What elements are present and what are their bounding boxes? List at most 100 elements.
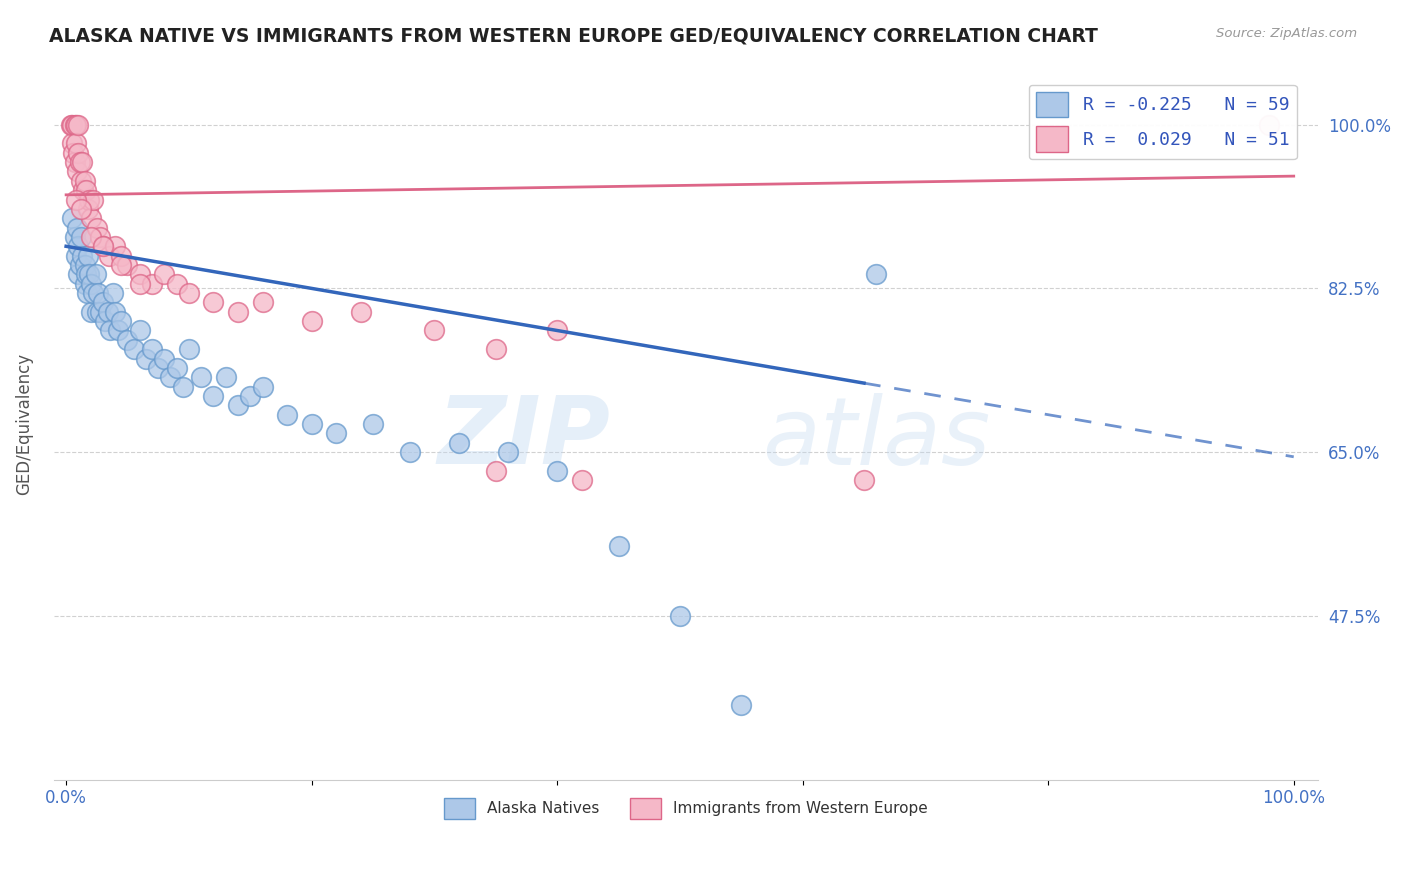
Point — [128, 324, 150, 338]
Point — [84, 268, 107, 282]
Point — [89, 305, 111, 319]
Point — [669, 608, 692, 623]
Point — [97, 305, 120, 319]
Legend: Alaska Natives, Immigrants from Western Europe: Alaska Natives, Immigrants from Western … — [439, 791, 934, 825]
Point — [79, 305, 101, 319]
Point — [166, 277, 188, 291]
Point — [215, 370, 238, 384]
Point — [77, 202, 100, 216]
Y-axis label: GED/Equivalency: GED/Equivalency — [15, 353, 32, 495]
Point — [607, 539, 630, 553]
Point — [60, 136, 83, 151]
Point — [63, 155, 86, 169]
Point — [82, 286, 104, 301]
Point — [69, 155, 91, 169]
Point — [79, 277, 101, 291]
Point — [67, 145, 90, 160]
Point — [87, 286, 110, 301]
Text: atlas: atlas — [762, 392, 990, 483]
Point — [77, 249, 100, 263]
Point — [546, 324, 568, 338]
Point — [252, 295, 274, 310]
Point — [79, 211, 101, 226]
Point — [252, 379, 274, 393]
Point — [66, 164, 89, 178]
Point — [70, 249, 93, 263]
Point — [94, 314, 117, 328]
Point — [546, 464, 568, 478]
Point — [65, 193, 87, 207]
Point — [98, 324, 121, 338]
Point — [226, 398, 249, 412]
Point — [117, 258, 139, 272]
Point — [485, 464, 508, 478]
Point — [73, 258, 96, 272]
Point — [89, 230, 111, 244]
Point — [82, 193, 104, 207]
Point — [65, 118, 87, 132]
Point — [69, 258, 91, 272]
Point — [69, 202, 91, 216]
Point — [148, 360, 170, 375]
Point — [853, 473, 876, 487]
Point — [190, 370, 212, 384]
Point — [128, 268, 150, 282]
Point — [67, 268, 90, 282]
Text: ZIP: ZIP — [437, 392, 610, 484]
Point — [202, 389, 225, 403]
Point — [86, 220, 108, 235]
Point — [98, 249, 121, 263]
Point — [104, 305, 127, 319]
Point — [301, 314, 323, 328]
Point — [153, 351, 176, 366]
Point — [447, 435, 470, 450]
Point — [122, 342, 145, 356]
Point — [66, 220, 89, 235]
Point — [865, 268, 887, 282]
Point — [117, 333, 139, 347]
Point — [91, 239, 114, 253]
Point — [60, 211, 83, 226]
Point — [239, 389, 262, 403]
Point — [730, 698, 752, 712]
Point — [60, 118, 83, 132]
Point — [141, 342, 163, 356]
Point — [101, 286, 124, 301]
Point — [79, 268, 101, 282]
Point — [63, 230, 86, 244]
Point — [141, 277, 163, 291]
Point — [72, 183, 94, 197]
Point — [110, 314, 132, 328]
Point — [1258, 118, 1281, 132]
Point — [485, 342, 508, 356]
Point — [79, 230, 101, 244]
Point — [76, 286, 98, 301]
Point — [91, 239, 114, 253]
Point — [104, 239, 127, 253]
Point — [107, 324, 129, 338]
Point — [110, 249, 132, 263]
Point — [65, 249, 87, 263]
Point — [63, 118, 86, 132]
Point — [73, 277, 96, 291]
Point — [350, 305, 373, 319]
Point — [177, 342, 200, 356]
Point — [166, 360, 188, 375]
Point — [73, 174, 96, 188]
Point — [67, 239, 90, 253]
Point — [159, 370, 181, 384]
Point — [60, 118, 83, 132]
Text: ALASKA NATIVE VS IMMIGRANTS FROM WESTERN EUROPE GED/EQUIVALENCY CORRELATION CHAR: ALASKA NATIVE VS IMMIGRANTS FROM WESTERN… — [49, 27, 1098, 45]
Point — [128, 277, 150, 291]
Point — [423, 324, 446, 338]
Point — [361, 417, 384, 431]
Point — [79, 193, 101, 207]
Point — [398, 445, 420, 459]
Point — [75, 268, 97, 282]
Point — [172, 379, 194, 393]
Point — [301, 417, 323, 431]
Point — [75, 183, 97, 197]
Point — [177, 286, 200, 301]
Point — [202, 295, 225, 310]
Point — [496, 445, 519, 459]
